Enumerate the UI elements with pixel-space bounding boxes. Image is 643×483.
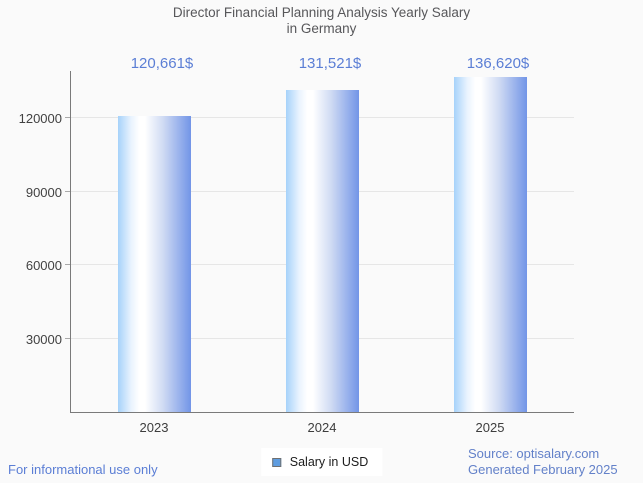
source-line: Source: optisalary.com — [468, 446, 600, 461]
y-axis-tick — [65, 117, 70, 119]
legend-swatch-icon — [271, 457, 281, 467]
bar-2025[interactable] — [454, 77, 527, 412]
x-axis-label-2025: 2025 — [475, 420, 505, 435]
bar-2024[interactable] — [286, 89, 359, 412]
bar-2023[interactable] — [118, 116, 191, 412]
plot-area — [65, 71, 574, 413]
bar-value-label-2025: 136,620$ — [466, 55, 530, 72]
chart-title-line2: in Germany — [286, 21, 357, 36]
bar-value-label-2023: 120,661$ — [130, 55, 194, 72]
x-axis-label-2024: 2024 — [307, 420, 337, 435]
y-axis-tick — [65, 190, 70, 192]
disclaimer-text: For informational use only — [8, 462, 158, 477]
chart-title: Director Financial Planning Analysis Yea… — [0, 5, 643, 37]
y-axis-label-60000: 60000 — [25, 258, 62, 273]
y-axis-label-120000: 120000 — [18, 111, 62, 127]
y-axis-tick — [65, 337, 70, 339]
x-axis-label-2023: 2023 — [139, 420, 169, 435]
y-axis-label-30000: 30000 — [25, 331, 62, 347]
generated-line: Generated February 2025 — [468, 461, 618, 477]
source-block: Source: optisalary.com Generated Februar… — [468, 446, 618, 477]
bar-value-label-2024: 131,521$ — [298, 55, 362, 72]
chart-title-line1: Director Financial Planning Analysis Yea… — [172, 5, 471, 20]
legend[interactable]: Salary in USD — [260, 448, 383, 476]
y-axis-label-90000: 90000 — [25, 184, 62, 200]
y-axis-tick — [65, 264, 70, 266]
legend-label: Salary in USD — [289, 455, 369, 469]
